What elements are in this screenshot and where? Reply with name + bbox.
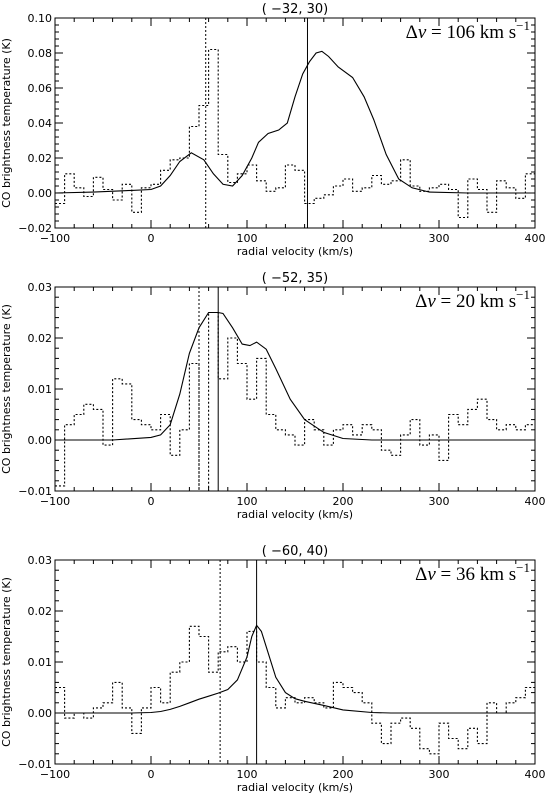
plot-frame bbox=[54, 559, 536, 765]
x-tick-label: 200 bbox=[333, 495, 354, 508]
x-axis-label: radial velocity (km/s) bbox=[237, 245, 353, 258]
observed-spectrum-step bbox=[55, 625, 535, 755]
x-tick-label: 300 bbox=[429, 232, 450, 245]
chart-panel-2: ( −52, 35) −100 0 100 200 300 400 −0.01 0.00 0.01… bbox=[0, 271, 546, 521]
panel-title: ( −52, 35) bbox=[262, 271, 329, 286]
y-tick-label: 0.06 bbox=[28, 82, 53, 95]
model-profile-line bbox=[55, 624, 535, 714]
y-tick-label: −0.02 bbox=[18, 222, 52, 235]
delta-symbol: Δ bbox=[406, 22, 418, 43]
delta-v-value: = 106 km s bbox=[426, 22, 516, 43]
observed-spectrum-step bbox=[55, 48, 535, 219]
x-tick-label: 300 bbox=[429, 495, 450, 508]
x-tick-label: 400 bbox=[525, 232, 546, 245]
model-profile-line bbox=[55, 311, 535, 441]
x-tick-label: −100 bbox=[40, 232, 70, 245]
y-tick-label: 0.02 bbox=[28, 605, 53, 618]
y-tick-label: 0.00 bbox=[28, 707, 53, 720]
y-axis-label: CO brightness temperature (K) bbox=[0, 38, 13, 208]
delta-symbol: Δ bbox=[415, 564, 427, 585]
x-tick-label: 0 bbox=[148, 768, 155, 781]
delta-symbol: Δ bbox=[415, 291, 427, 312]
x-tick-label: 0 bbox=[148, 495, 155, 508]
chart-panel-1: ( −32, 30) −100 0 100 200 300 400 −0.02 0.00 0.02… bbox=[0, 2, 546, 258]
y-axis-label: CO brightness temperature (K) bbox=[0, 577, 13, 747]
x-axis-label: radial velocity (km/s) bbox=[237, 508, 353, 521]
delta-v-value: = 20 km s bbox=[436, 291, 516, 312]
velocity-symbol: v bbox=[427, 564, 436, 585]
delta-v-annotation: Δv = 20 km s−1 bbox=[415, 287, 530, 312]
x-tick-label: 300 bbox=[429, 768, 450, 781]
y-axis-label: CO brightness temperature (K) bbox=[0, 304, 13, 474]
delta-v-annotation: Δv = 106 km s−1 bbox=[406, 18, 530, 43]
y-tick-label: −0.01 bbox=[18, 758, 52, 771]
y-tick-label: 0.10 bbox=[28, 12, 53, 25]
delta-v-annotation: Δv = 36 km s−1 bbox=[415, 560, 530, 585]
y-tick-label: 0.01 bbox=[28, 383, 53, 396]
x-tick-label: 100 bbox=[237, 232, 258, 245]
plot-frame bbox=[54, 286, 536, 492]
x-tick-label: −100 bbox=[40, 768, 70, 781]
x-tick-label: 100 bbox=[237, 495, 258, 508]
delta-v-value: = 36 km s bbox=[436, 564, 516, 585]
observed-spectrum-step bbox=[55, 311, 535, 492]
chart-panel-3: ( −60, 40) −100 0 100 200 300 400 −0.01 0.00 0.01… bbox=[0, 544, 546, 794]
x-tick-label: 400 bbox=[525, 495, 546, 508]
y-tick-label: 0.00 bbox=[28, 187, 53, 200]
velocity-symbol: v bbox=[427, 291, 436, 312]
plot-frame bbox=[54, 17, 536, 229]
x-tick-label: 0 bbox=[148, 232, 155, 245]
x-tick-label: 200 bbox=[333, 768, 354, 781]
model-profile-line bbox=[54, 50, 535, 194]
y-tick-label: 0.02 bbox=[28, 152, 53, 165]
y-tick-label: −0.01 bbox=[18, 485, 52, 498]
velocity-symbol: v bbox=[418, 22, 427, 43]
y-tick-label: 0.00 bbox=[28, 434, 53, 447]
x-axis-label: radial velocity (km/s) bbox=[237, 781, 353, 794]
y-tick-label: 0.04 bbox=[28, 117, 53, 130]
x-tick-label: −100 bbox=[40, 495, 70, 508]
y-tick-label: 0.02 bbox=[28, 332, 53, 345]
y-tick-label: 0.03 bbox=[28, 281, 53, 294]
x-tick-label: 400 bbox=[525, 768, 546, 781]
panel-title: ( −60, 40) bbox=[262, 544, 329, 559]
unit-exponent: −1 bbox=[516, 287, 530, 302]
y-tick-label: 0.01 bbox=[28, 656, 53, 669]
panel-title: ( −32, 30) bbox=[262, 2, 329, 17]
unit-exponent: −1 bbox=[516, 560, 530, 575]
x-tick-label: 200 bbox=[333, 232, 354, 245]
x-tick-label: 100 bbox=[237, 768, 258, 781]
y-tick-label: 0.08 bbox=[28, 47, 53, 60]
y-tick-label: 0.03 bbox=[28, 554, 53, 567]
unit-exponent: −1 bbox=[516, 18, 530, 33]
